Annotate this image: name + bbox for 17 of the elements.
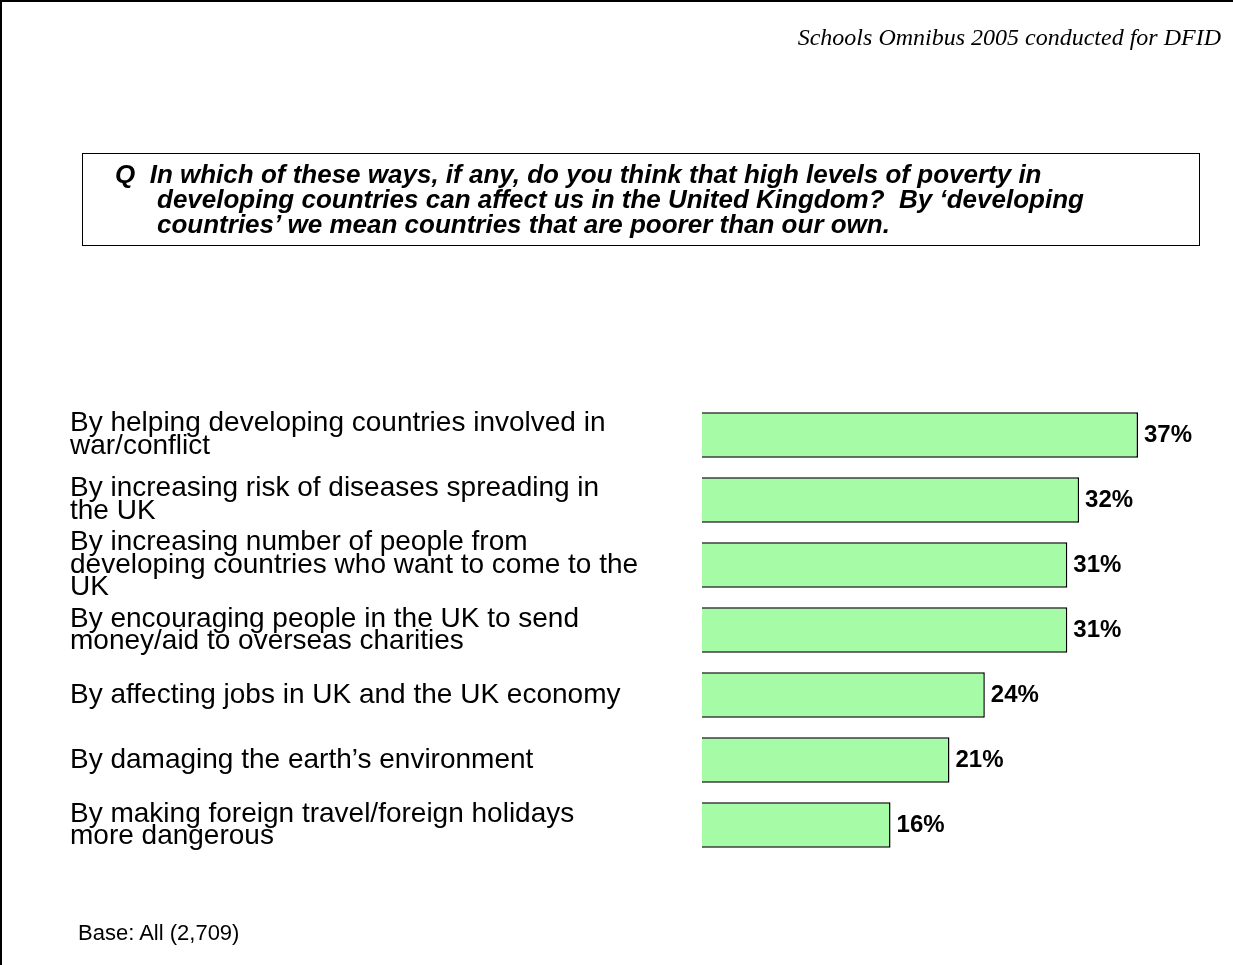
data-label: 24% (990, 679, 1039, 707)
data-label: 37% (1144, 419, 1193, 447)
y-tick-label: By making foreign travel/foreign holidays more dangerous (70, 796, 575, 850)
text: Base: All (2,709) (78, 920, 240, 946)
y-tick-label: By affecting jobs in UK and the UK economy (70, 677, 621, 709)
y-tick-label: By helping developing countries involved in war/conflict (69, 406, 606, 460)
y-tick-label: By increasing number of people from developing countries who want to come to the UK (70, 525, 639, 602)
data-label: 31% (1073, 614, 1122, 642)
y-tick-label: By damaging the earth’s environment (70, 742, 534, 774)
data-label: 16% (896, 809, 945, 837)
text: Schools Omnibus 2005 conducted for DFID (797, 24, 1221, 51)
chart-title: Q In which of these ways, if any, do you think that high levels of poverty in developing countries can affect us in the United Kingdom? By ‘developing countries’ we mean countries that are poorer than our own. (82, 153, 1200, 246)
y-tick-label: By increasing risk of diseases spreading in the UK (70, 471, 600, 525)
y-tick-label: By encouraging people in the UK to send money/aid to overseas charities (70, 601, 580, 655)
data-label: 32% (1085, 484, 1134, 512)
data-label: 31% (1073, 549, 1122, 577)
data-label: 21% (955, 744, 1004, 772)
